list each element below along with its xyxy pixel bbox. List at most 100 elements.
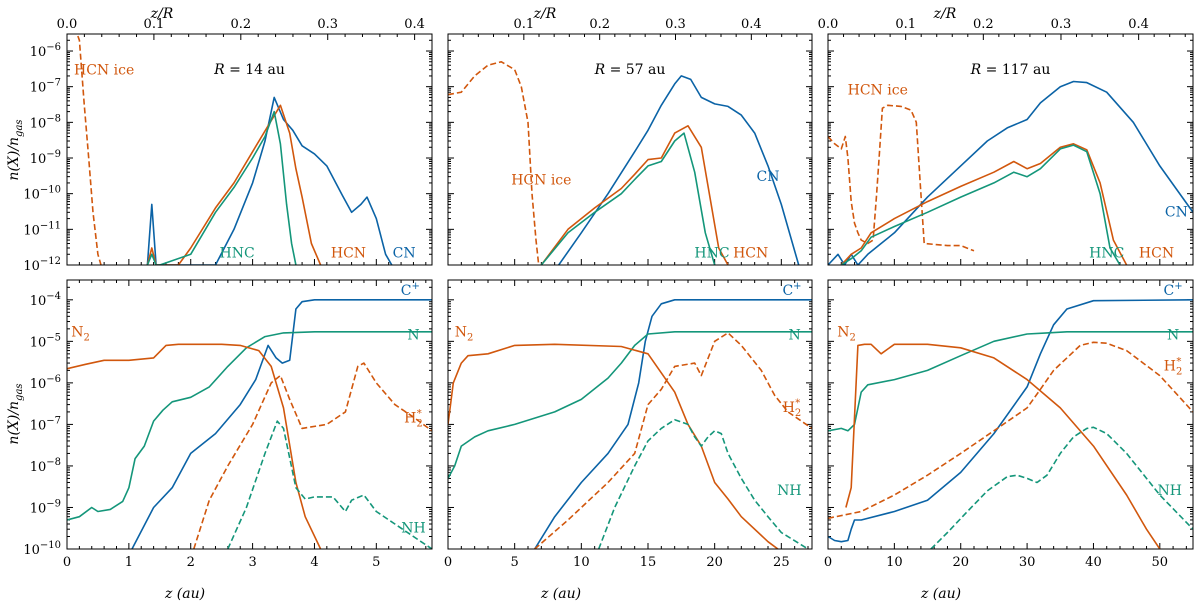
x-tick-label: 10 xyxy=(886,555,903,570)
series-label: C+ xyxy=(782,281,801,299)
axis-frame xyxy=(66,279,433,550)
left-axis-label: n(X)/ngas xyxy=(6,383,25,444)
series-label: HCN ice xyxy=(511,173,571,189)
series-line xyxy=(828,299,1193,543)
x-tick-label: 40 xyxy=(1085,555,1102,570)
series-line xyxy=(193,362,432,549)
top-axis-label: z/R xyxy=(933,6,957,22)
top-x-tick-label: 0.1 xyxy=(895,17,916,32)
series-label: C+ xyxy=(1164,281,1183,299)
x-tick-label: 10 xyxy=(573,555,590,570)
series-line xyxy=(534,299,812,549)
series-label: H2* xyxy=(404,409,423,430)
panel-top-right: 0.0 0.1 0.2 0.3 0.4 HCN ice CN HCN HNC R = 117 au xyxy=(818,17,1194,266)
y-tick-label: 10−6 xyxy=(30,42,61,60)
series-group xyxy=(448,299,812,549)
series-line xyxy=(534,332,812,549)
panel-bottom-left: 10−10 10−9 10−8 10−7 10−6 10−5 10−4 0 1 2 3 4 5 C+ N N2… xyxy=(23,279,433,570)
series-line xyxy=(540,125,729,265)
series-line xyxy=(227,420,432,549)
axis-frame xyxy=(827,279,1194,550)
top-x-tick-label: 0.1 xyxy=(144,17,165,32)
series-line xyxy=(828,104,975,252)
y-tick-label: 10−7 xyxy=(30,78,61,96)
series-label: HCN xyxy=(331,246,366,262)
series-label: NH xyxy=(777,483,801,499)
series-line xyxy=(840,144,1121,265)
x-tick-label: 50 xyxy=(1152,555,1169,570)
series-line xyxy=(448,343,780,549)
bottom-axis-label: z (au) xyxy=(164,586,205,602)
series-label: N2 xyxy=(837,325,856,344)
series-line xyxy=(131,299,432,549)
panel-title: R = 14 au xyxy=(213,62,285,78)
series-line xyxy=(76,34,102,265)
axis-frame xyxy=(66,33,433,266)
y-tick-label: 10−8 xyxy=(30,457,61,475)
series-label: N2 xyxy=(455,325,474,344)
top-x-tick-label: 0.2 xyxy=(589,17,610,32)
series-line xyxy=(597,418,809,549)
series-label: NH xyxy=(401,520,425,536)
y-tick-label: 10−7 xyxy=(30,415,61,433)
x-tick-label: 1 xyxy=(125,555,133,570)
series-label: HCN xyxy=(733,246,768,262)
panels: 10−12 10−11 10−10 10−9 10−8 10−7 10−6 0.0 0.1 0.2… xyxy=(23,17,1194,570)
series-label: H2* xyxy=(783,398,802,419)
y-tick-label: 10−10 xyxy=(23,540,61,558)
series-label: HNC xyxy=(1089,246,1124,262)
series-group xyxy=(448,61,800,265)
series-label: N xyxy=(1167,328,1179,344)
series-line xyxy=(840,143,1128,265)
x-tick-label: 0 xyxy=(824,555,832,570)
axis-frame xyxy=(447,279,813,550)
y-tick-label: 10−6 xyxy=(30,374,61,392)
x-tick-label: 25 xyxy=(773,555,790,570)
series-line xyxy=(146,96,393,265)
x-tick-label: 4 xyxy=(310,555,318,570)
top-x-tick-label: 0.3 xyxy=(665,17,686,32)
top-x-tick-label: 0.3 xyxy=(1051,17,1072,32)
series-label: CN xyxy=(1165,204,1188,220)
y-tick-label: 10−10 xyxy=(23,185,61,203)
series-line xyxy=(67,343,322,549)
panel-bottom-right: 0 10 20 30 40 50 C+ N N2 H2* NH xyxy=(824,279,1194,570)
x-tick-label: 2 xyxy=(187,555,195,570)
x-tick-label: 5 xyxy=(372,555,380,570)
x-tick-label: 15 xyxy=(640,555,657,570)
y-tick-label: 10−9 xyxy=(30,149,61,167)
bottom-axis-label: z (au) xyxy=(540,586,581,602)
series-line xyxy=(146,110,297,265)
series-label: CN xyxy=(757,169,780,185)
series-line xyxy=(845,343,1161,549)
series-group xyxy=(828,80,1193,265)
series-label: CN xyxy=(393,246,416,262)
x-tick-label: 30 xyxy=(1019,555,1036,570)
panel-title: R = 57 au xyxy=(594,62,666,78)
top-axis-label: z/R xyxy=(533,6,557,22)
series-label: HCN xyxy=(1139,246,1174,262)
x-tick-label: 0 xyxy=(63,555,71,570)
panel-top-left: 10−12 10−11 10−10 10−9 10−8 10−7 10−6 0.0 0.1 0.2… xyxy=(23,17,433,274)
series-label: NH xyxy=(1158,483,1182,499)
y-tick-label: 10−11 xyxy=(23,220,61,238)
top-x-tick-label: 0.0 xyxy=(57,17,78,32)
series-label: C+ xyxy=(401,281,420,299)
top-x-tick-label: 0.2 xyxy=(230,17,251,32)
top-x-tick-label: 0.1 xyxy=(513,17,534,32)
series-group xyxy=(828,299,1193,549)
series-line xyxy=(540,132,716,265)
top-x-tick-label: 0.4 xyxy=(741,17,762,32)
top-x-tick-label: 0.3 xyxy=(317,17,338,32)
series-label: N2 xyxy=(71,325,90,344)
y-tick-label: 10−9 xyxy=(30,498,61,516)
top-x-tick-label: 0.0 xyxy=(818,17,839,32)
y-tick-label: 10−12 xyxy=(23,256,61,274)
x-tick-label: 0 xyxy=(444,555,452,570)
series-line xyxy=(448,331,812,479)
series-label: N xyxy=(407,328,419,344)
series-label: H2* xyxy=(1164,356,1183,377)
series-line xyxy=(448,61,540,265)
x-tick-label: 20 xyxy=(706,555,723,570)
